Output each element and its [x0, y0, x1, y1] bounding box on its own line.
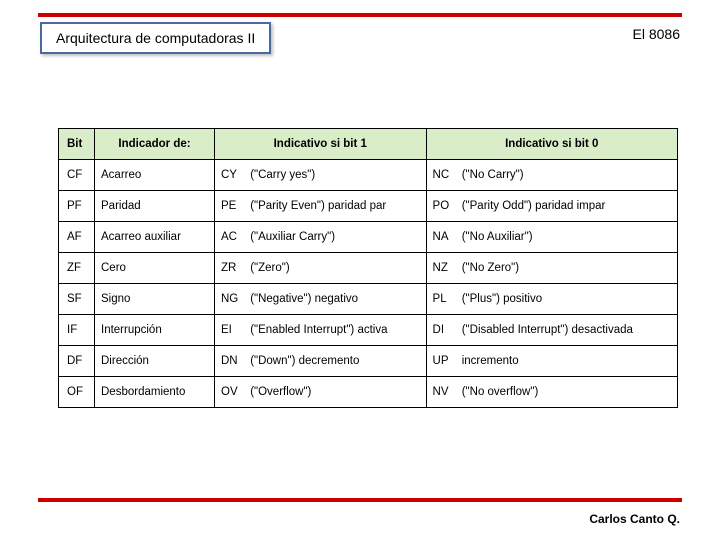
- code0: UP: [433, 355, 459, 367]
- cell-ind1: ZR ("Zero"): [215, 253, 427, 284]
- desc1: ("Auxiliar Carry"): [247, 231, 335, 243]
- table-row: CFAcarreoCY ("Carry yes")NC ("No Carry"): [59, 160, 678, 191]
- col-header-bit: Bit: [59, 129, 95, 160]
- cell-ind1: EI ("Enabled Interrupt") activa: [215, 315, 427, 346]
- cell-ind1: AC ("Auxiliar Carry"): [215, 222, 427, 253]
- desc0: ("No overflow"): [459, 386, 539, 398]
- cell-ind1: CY ("Carry yes"): [215, 160, 427, 191]
- cell-ind0: UP incremento: [426, 346, 677, 377]
- cell-ind0: PO ("Parity Odd") paridad impar: [426, 191, 677, 222]
- code1: EI: [221, 324, 247, 336]
- table-row: PFParidadPE ("Parity Even") paridad parP…: [59, 191, 678, 222]
- code0: NZ: [433, 262, 459, 274]
- slide-title-box: Arquitectura de computadoras II: [40, 22, 271, 54]
- flags-table-wrap: Bit Indicador de: Indicativo si bit 1 In…: [58, 128, 678, 408]
- cell-bit: IF: [59, 315, 95, 346]
- code0: NC: [433, 169, 459, 181]
- cell-indicador: Dirección: [95, 346, 215, 377]
- code1: DN: [221, 355, 247, 367]
- cell-ind1: PE ("Parity Even") paridad par: [215, 191, 427, 222]
- code0: PL: [433, 293, 459, 305]
- cell-indicador: Acarreo auxiliar: [95, 222, 215, 253]
- cell-ind0: NZ ("No Zero"): [426, 253, 677, 284]
- table-row: SFSignoNG ("Negative") negativoPL ("Plus…: [59, 284, 678, 315]
- cell-indicador: Signo: [95, 284, 215, 315]
- desc0: ("No Zero"): [459, 262, 520, 274]
- flags-table-body: CFAcarreoCY ("Carry yes")NC ("No Carry")…: [59, 160, 678, 408]
- code1: OV: [221, 386, 247, 398]
- cell-ind0: NV ("No overflow"): [426, 377, 677, 408]
- col-header-ind1: Indicativo si bit 1: [215, 129, 427, 160]
- cell-ind1: OV ("Overflow"): [215, 377, 427, 408]
- table-row: OFDesbordamientoOV ("Overflow")NV ("No o…: [59, 377, 678, 408]
- cell-indicador: Acarreo: [95, 160, 215, 191]
- cell-ind1: DN ("Down") decremento: [215, 346, 427, 377]
- code0: NA: [433, 231, 459, 243]
- flags-table: Bit Indicador de: Indicativo si bit 1 In…: [58, 128, 678, 408]
- desc1: ("Negative") negativo: [247, 293, 358, 305]
- cell-indicador: Cero: [95, 253, 215, 284]
- slide-title: Arquitectura de computadoras II: [56, 30, 255, 46]
- cell-bit: AF: [59, 222, 95, 253]
- table-row: ZFCeroZR ("Zero")NZ ("No Zero"): [59, 253, 678, 284]
- desc1: ("Parity Even") paridad par: [247, 200, 386, 212]
- slide-topic: El 8086: [633, 26, 680, 42]
- cell-bit: DF: [59, 346, 95, 377]
- desc1: ("Carry yes"): [247, 169, 315, 181]
- desc0: ("No Carry"): [459, 169, 524, 181]
- code0: PO: [433, 200, 459, 212]
- bottom-rule: [38, 498, 682, 502]
- table-row: IFInterrupciónEI ("Enabled Interrupt") a…: [59, 315, 678, 346]
- desc1: ("Zero"): [247, 262, 290, 274]
- col-header-indicador: Indicador de:: [95, 129, 215, 160]
- table-row: AFAcarreo auxiliarAC ("Auxiliar Carry")N…: [59, 222, 678, 253]
- cell-indicador: Interrupción: [95, 315, 215, 346]
- desc1: ("Enabled Interrupt") activa: [247, 324, 387, 336]
- table-header-row: Bit Indicador de: Indicativo si bit 1 In…: [59, 129, 678, 160]
- top-rule: [38, 13, 682, 17]
- desc0: ("No Auxiliar"): [459, 231, 533, 243]
- table-row: DFDirecciónDN ("Down") decrementoUP incr…: [59, 346, 678, 377]
- cell-bit: SF: [59, 284, 95, 315]
- code1: AC: [221, 231, 247, 243]
- desc0: ("Disabled Interrupt") desactivada: [459, 324, 633, 336]
- cell-ind0: NA ("No Auxiliar"): [426, 222, 677, 253]
- cell-ind0: NC ("No Carry"): [426, 160, 677, 191]
- code0: NV: [433, 386, 459, 398]
- code1: ZR: [221, 262, 247, 274]
- cell-bit: CF: [59, 160, 95, 191]
- cell-indicador: Paridad: [95, 191, 215, 222]
- footer-author: Carlos Canto Q.: [589, 512, 680, 526]
- desc1: ("Down") decremento: [247, 355, 359, 367]
- desc1: ("Overflow"): [247, 386, 311, 398]
- code1: CY: [221, 169, 247, 181]
- desc0: ("Parity Odd") paridad impar: [459, 200, 606, 212]
- cell-ind0: PL ("Plus") positivo: [426, 284, 677, 315]
- code1: PE: [221, 200, 247, 212]
- cell-bit: OF: [59, 377, 95, 408]
- code1: NG: [221, 293, 247, 305]
- cell-bit: ZF: [59, 253, 95, 284]
- col-header-ind0: Indicativo si bit 0: [426, 129, 677, 160]
- cell-ind0: DI ("Disabled Interrupt") desactivada: [426, 315, 677, 346]
- cell-bit: PF: [59, 191, 95, 222]
- cell-indicador: Desbordamiento: [95, 377, 215, 408]
- cell-ind1: NG ("Negative") negativo: [215, 284, 427, 315]
- desc0: incremento: [459, 355, 519, 367]
- desc0: ("Plus") positivo: [459, 293, 543, 305]
- code0: DI: [433, 324, 459, 336]
